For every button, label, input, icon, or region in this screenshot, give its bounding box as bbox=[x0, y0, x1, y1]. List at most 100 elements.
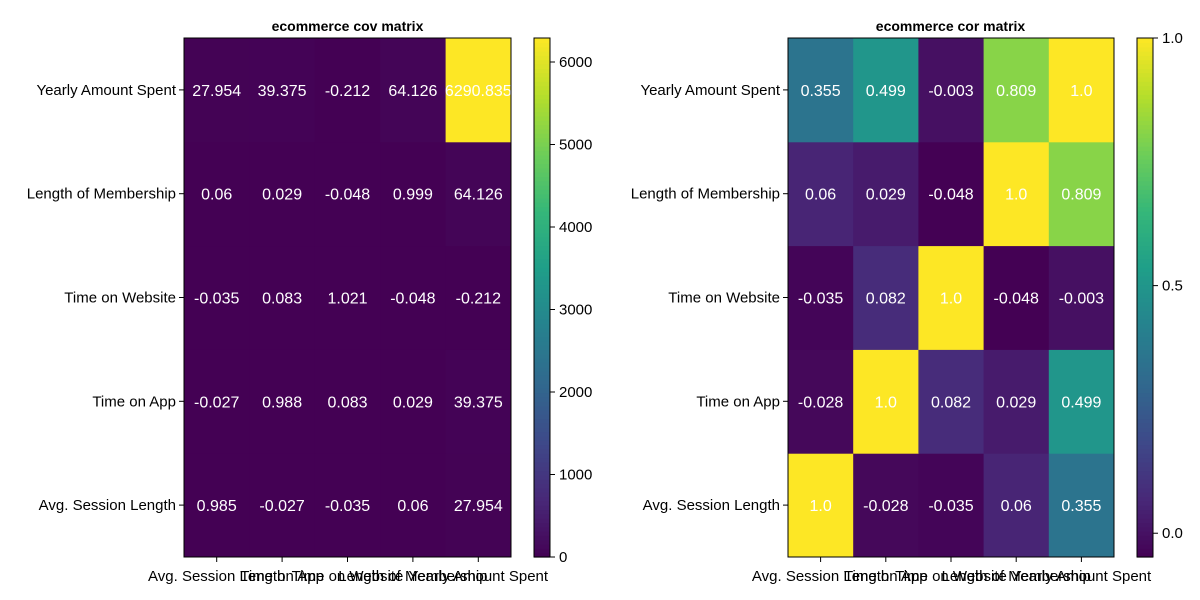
cov-cell-3-4 bbox=[445, 141, 512, 247]
cor-colorbar-segment bbox=[1137, 180, 1153, 186]
cov-cell-3-2 bbox=[314, 141, 381, 247]
cov-cell-0-2 bbox=[314, 453, 381, 558]
cov-colorbar-segment bbox=[534, 444, 550, 450]
cor-cell-label-4-4: 1.0 bbox=[1070, 83, 1092, 100]
cov-cell-4-0 bbox=[184, 38, 250, 143]
cov-colorbar-segment bbox=[534, 366, 550, 372]
cov-cell-4-1 bbox=[249, 38, 316, 143]
cov-colorbar-segment bbox=[534, 414, 550, 420]
cor-cell-label-3-3: 1.0 bbox=[1005, 187, 1027, 204]
cor-colorbar-segment bbox=[1137, 280, 1153, 286]
cor-cell-3-2 bbox=[918, 141, 985, 247]
cov-colorbar-segment bbox=[534, 323, 550, 329]
cor-colorbar-segment bbox=[1137, 81, 1153, 87]
cor-colorbar-frame bbox=[1136, 37, 1154, 558]
cor-colorbar-segment bbox=[1137, 72, 1153, 78]
cor-x-label-time-on-app: Time on App bbox=[844, 568, 928, 585]
cor-colorbar-segment bbox=[1137, 500, 1153, 506]
cor-colorbar-segment bbox=[1137, 120, 1153, 126]
cor-colorbar-segment bbox=[1137, 332, 1153, 338]
cov-colorbar-segment bbox=[534, 42, 550, 48]
cor-heatmap-cells: 1.0 -0.028 -0.035 0.06 0.355 -0.028 1.0 0.082 0.… bbox=[788, 38, 1115, 558]
cov-colorbar-segment bbox=[534, 94, 550, 100]
cov-colorbar-segment bbox=[534, 435, 550, 441]
cor-cell-label-4-3: 0.809 bbox=[996, 83, 1036, 100]
cor-cell-0-0 bbox=[788, 453, 854, 558]
cor-colorbar-segment bbox=[1137, 522, 1153, 528]
cor-colorbar-segment bbox=[1137, 453, 1153, 459]
cor-colorbar-segment bbox=[1137, 461, 1153, 467]
cov-colorbar-segment bbox=[534, 293, 550, 299]
cor-colorbar-segment bbox=[1137, 50, 1153, 56]
cov-cell-label-1-3: 0.029 bbox=[393, 394, 433, 411]
cor-colorbar-segment bbox=[1137, 111, 1153, 117]
cov-colorbar-segment bbox=[534, 535, 550, 541]
cov-colorbar-segment bbox=[534, 466, 550, 472]
cor-colorbar-segment bbox=[1137, 392, 1153, 398]
cov-cell-1-4 bbox=[445, 349, 512, 454]
cov-colorbar-segment bbox=[534, 509, 550, 515]
cov-colorbar-segment bbox=[534, 120, 550, 126]
cov-colorbar-segment bbox=[534, 319, 550, 325]
cov-cell-label-2-2: 1.021 bbox=[327, 291, 367, 308]
cor-cell-label-4-1: 0.499 bbox=[866, 83, 906, 100]
cor-colorbar-segment bbox=[1137, 345, 1153, 350]
cor-colorbar-segment bbox=[1137, 340, 1153, 346]
cor-colorbar-segment bbox=[1137, 414, 1153, 420]
cor-colorbar-segment bbox=[1137, 267, 1153, 273]
cov-colorbar-segment bbox=[534, 102, 550, 108]
cov-colorbar-segment bbox=[534, 211, 550, 216]
cor-colorbar-segment bbox=[1137, 548, 1153, 554]
cor-colorbar-segment bbox=[1137, 431, 1153, 437]
cor-y-label-time-on-website: Time on Website bbox=[668, 290, 780, 307]
cov-x-label-length-of-membership: Length of Membership bbox=[338, 568, 487, 585]
cor-colorbar-segment bbox=[1137, 76, 1153, 82]
cor-colorbar-segment bbox=[1137, 375, 1153, 381]
cor-colorbar-segment bbox=[1137, 319, 1153, 325]
cor-cell-2-1 bbox=[853, 245, 919, 350]
cov-colorbar-segment bbox=[534, 280, 550, 286]
cov-colorbar-segment bbox=[534, 124, 550, 130]
cor-colorbar-segment bbox=[1137, 405, 1153, 411]
cor-cell-label-1-1: 1.0 bbox=[875, 394, 897, 411]
cor-colorbar-segment bbox=[1137, 46, 1153, 52]
cov-colorbar-segment bbox=[534, 306, 550, 312]
cov-colorbar-segment bbox=[534, 505, 550, 511]
cov-y-label-time-on-website: Time on Website bbox=[64, 290, 176, 307]
cor-colorbar-segment bbox=[1137, 323, 1153, 329]
cor-colorbar-segment bbox=[1137, 55, 1153, 61]
cor-cell-label-3-4: 0.809 bbox=[1061, 187, 1101, 204]
cor-colorbar-segment bbox=[1137, 254, 1153, 260]
cor-colorbar-segment bbox=[1137, 293, 1153, 299]
cov-colorbar-segment bbox=[534, 336, 550, 342]
cov-colorbar-segment bbox=[534, 275, 550, 281]
cov-cell-1-1 bbox=[249, 349, 316, 454]
cor-colorbar-segment bbox=[1137, 228, 1153, 234]
cor-colorbar-segment bbox=[1137, 379, 1153, 385]
cov-colorbar-segment bbox=[534, 271, 550, 277]
cov-colorbar-segment bbox=[534, 98, 550, 104]
cor-x-label-avg-session-length: Avg. Session Length bbox=[752, 568, 889, 585]
cov-cell-0-1 bbox=[249, 453, 316, 558]
cor-colorbar-segment bbox=[1137, 401, 1153, 407]
cor-cell-label-3-0: 0.06 bbox=[805, 187, 836, 204]
cor-colorbar-segment bbox=[1137, 531, 1153, 536]
cov-x-label-yearly-amount-spent: Yearly Amount Spent bbox=[409, 568, 549, 585]
cor-cell-4-2 bbox=[918, 38, 985, 143]
cov-colorbar-segment bbox=[534, 518, 550, 523]
cor-cell-2-0 bbox=[788, 245, 854, 350]
cor-x-label-length-of-membership: Length of Membership bbox=[942, 568, 1091, 585]
cor-cell-label-4-2: -0.003 bbox=[928, 83, 973, 100]
cor-colorbar-segment bbox=[1137, 483, 1153, 489]
cor-colorbar-segment bbox=[1137, 85, 1153, 91]
cor-cell-1-3 bbox=[983, 349, 1050, 454]
cov-cell-label-3-0: 0.06 bbox=[201, 187, 232, 204]
cor-colorbar-segment bbox=[1137, 215, 1153, 221]
cov-colorbar-segment bbox=[534, 154, 550, 160]
cor-colorbar-segment bbox=[1137, 349, 1153, 355]
cov-colorbar-segment bbox=[534, 375, 550, 381]
cov-colorbar-segment bbox=[534, 150, 550, 156]
cor-colorbar-segment bbox=[1137, 466, 1153, 472]
cor-colorbar-segment bbox=[1137, 509, 1153, 515]
